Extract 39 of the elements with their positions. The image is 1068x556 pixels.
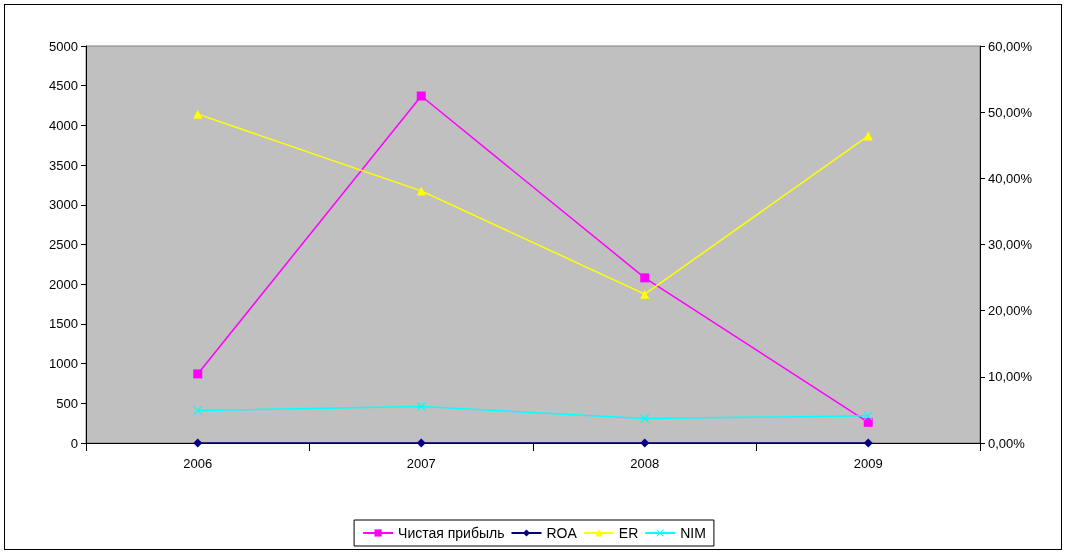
point [416, 438, 426, 448]
legend-label: NIM [680, 525, 706, 541]
y2-tick-label: 10,00% [988, 369, 1033, 385]
point [863, 438, 873, 448]
y-tick-label: 2500 [49, 237, 78, 252]
y2-tick-label: 50,00% [988, 104, 1033, 120]
point [640, 414, 650, 424]
x-tick-label: 2007 [406, 456, 436, 471]
y-tick-label: 500 [56, 395, 78, 411]
point [193, 369, 203, 379]
y2-tick-label: 40,00% [988, 170, 1033, 186]
point [416, 402, 426, 412]
point [193, 438, 203, 448]
y-tick-label: 5000 [49, 38, 78, 54]
y-tick-label: 2000 [49, 276, 78, 292]
point [416, 91, 426, 101]
legend-label: ROA [546, 525, 578, 541]
legend-label: Чистая прибыль [398, 525, 505, 541]
y2-tick-label: 60,00% [988, 38, 1033, 54]
y-tick-label: 1000 [49, 356, 78, 372]
y-tick-label: 3000 [49, 197, 78, 213]
y2-tick-label: 20,00% [988, 303, 1033, 319]
x-tick-label: 2009 [853, 456, 883, 471]
y-tick-label: 3500 [49, 157, 78, 173]
y-tick-label: 4500 [49, 78, 78, 94]
y2-tick-label: 0,00% [988, 435, 1026, 451]
y-tick-label: 1500 [49, 316, 78, 332]
x-tick-label: 2006 [183, 456, 213, 471]
point [863, 417, 873, 427]
point [193, 109, 203, 119]
legend-label: ER [618, 525, 639, 541]
x-tick-label: 2008 [630, 456, 660, 471]
point [640, 438, 650, 448]
y-tick-label: 0 [70, 435, 78, 451]
point [640, 273, 650, 283]
y2-tick-label: 30,00% [988, 237, 1033, 252]
point [193, 406, 203, 416]
y-tick-label: 4000 [49, 117, 78, 133]
point [640, 289, 650, 299]
